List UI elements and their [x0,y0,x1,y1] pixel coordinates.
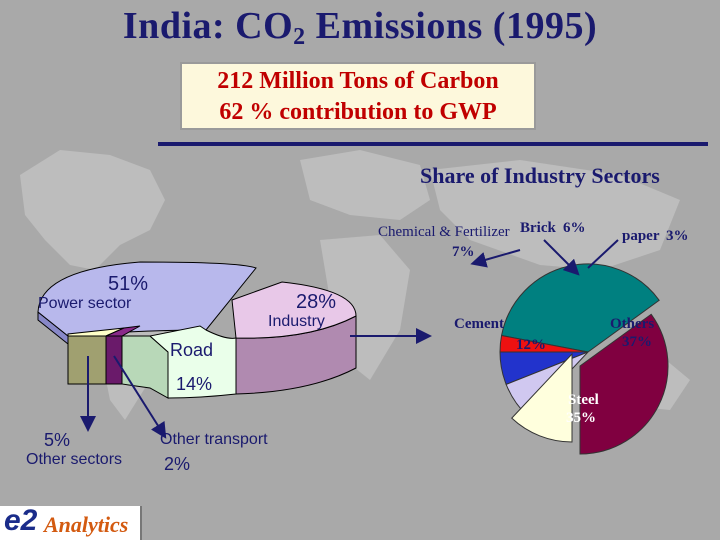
cement-value-label: 12% [516,337,546,353]
other-sectors-name-label: Other sectors [26,451,122,468]
brick-name-label: Brick [520,220,556,236]
callout-line-2: 62 % contribution to GWP [219,99,497,125]
chemical-arrow [470,249,521,268]
other-transport-name-label: Other transport [160,431,268,448]
steel-name-label: Steel [568,392,599,408]
industry-chart-title: Share of Industry Sectors [420,163,660,188]
industry-name-label: Industry [268,313,325,330]
other-transport-arrow [113,355,167,439]
e2-analytics-logo: e2 Analytics [0,504,142,540]
chemical-name-label: Chemical & Fertilizer [378,224,510,240]
industry-slice-cement [511,352,573,443]
logo-e2: e2 [4,504,38,537]
callout-line-1: 212 Million Tons of Carbon [217,68,499,94]
paper-value-label: 3% [666,228,689,244]
brick-arrow [543,239,580,276]
sector-pie [37,261,357,399]
divider-rule [158,142,708,146]
paper-name-label: paper [622,228,660,244]
sector-other-transport-side [105,335,123,385]
power-name-label: Power sector [38,295,132,312]
sector-industry-slice [231,281,357,339]
industry-slice-steel [579,313,669,455]
chemical-value-label: 7% [452,244,475,260]
industry-pie [499,263,669,455]
slide-title: India: CO2 Emissions (1995) [122,5,598,50]
sector-road-slice [148,325,237,399]
other-sectors-value-label: 5% [44,430,70,450]
others-name-label: Others [610,316,654,332]
paper-arrow [587,239,619,269]
brick-value-label: 6% [563,220,586,236]
summary-callout: 212 Million Tons of Carbon 62 % contribu… [180,62,536,130]
cement-name-label: Cement [454,316,504,332]
sector-other-transport-slice [105,325,141,337]
industry-value-label: 28% [296,291,336,313]
others-value-label: 37% [622,334,652,350]
power-value-label: 51% [108,273,148,295]
road-name-label: Road [170,340,213,360]
road-value-label: 14% [176,374,212,394]
other-transport-value-label: 2% [164,454,190,474]
logo-analytics: Analytics [44,512,129,537]
steel-value-label: 35% [566,410,596,426]
